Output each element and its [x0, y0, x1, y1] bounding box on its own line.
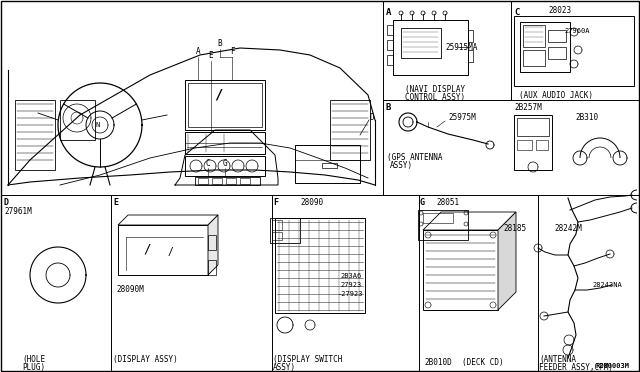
Text: E: E — [113, 198, 118, 207]
Bar — [517, 118, 549, 136]
Text: 27923: 27923 — [340, 282, 361, 288]
Text: FEEDER ASSY,CPM): FEEDER ASSY,CPM) — [539, 363, 613, 372]
Bar — [295, 145, 360, 183]
Text: (DECK CD): (DECK CD) — [462, 358, 504, 367]
Text: 28090: 28090 — [300, 198, 323, 207]
Text: (HOLE: (HOLE — [22, 355, 45, 364]
Polygon shape — [118, 215, 218, 225]
Bar — [387, 55, 393, 65]
Text: G: G — [420, 198, 425, 207]
Text: (ANTENNA: (ANTENNA — [539, 355, 576, 364]
Bar — [523, 25, 545, 47]
Bar — [523, 50, 545, 66]
Bar — [185, 132, 265, 154]
Text: 28090M: 28090M — [116, 285, 144, 294]
Text: /: / — [168, 247, 174, 257]
Bar — [401, 28, 441, 58]
Text: D: D — [4, 198, 9, 207]
Bar — [423, 213, 453, 223]
Text: A: A — [386, 8, 392, 17]
Bar — [387, 40, 393, 50]
Bar — [208, 235, 216, 250]
Text: /: / — [143, 243, 150, 256]
Text: -27923: -27923 — [338, 291, 364, 297]
Polygon shape — [498, 212, 516, 310]
Bar — [387, 25, 393, 35]
Text: 28242M: 28242M — [554, 224, 582, 233]
Text: 28023: 28023 — [548, 6, 571, 15]
Bar — [198, 178, 208, 184]
Bar — [185, 80, 265, 130]
Text: ASSY): ASSY) — [390, 161, 413, 170]
Polygon shape — [423, 212, 516, 230]
Text: PLUG): PLUG) — [22, 363, 45, 372]
Bar — [393, 20, 468, 75]
Text: R280003M: R280003M — [596, 363, 630, 369]
Bar — [188, 83, 262, 127]
Bar — [548, 30, 566, 42]
Bar — [520, 22, 570, 72]
Text: F: F — [230, 47, 234, 56]
Text: ASSY): ASSY) — [273, 363, 296, 372]
Text: 28243NA: 28243NA — [592, 282, 621, 288]
Text: 2B310: 2B310 — [575, 113, 598, 122]
Bar — [468, 30, 473, 42]
Bar — [517, 140, 532, 150]
Text: B: B — [218, 39, 222, 48]
Bar — [514, 16, 634, 86]
Bar — [536, 140, 548, 150]
Text: B: B — [386, 103, 392, 112]
Bar — [212, 178, 222, 184]
Bar — [208, 260, 216, 275]
Text: /: / — [214, 88, 222, 102]
Bar — [423, 230, 498, 310]
Bar — [195, 177, 260, 185]
Text: (AUX AUDIO JACK): (AUX AUDIO JACK) — [519, 91, 593, 100]
Text: 2B3A6: 2B3A6 — [340, 273, 361, 279]
Bar — [272, 232, 282, 240]
Text: G: G — [223, 159, 227, 168]
Bar — [226, 178, 236, 184]
Text: (DISPLAY ASSY): (DISPLAY ASSY) — [113, 355, 178, 364]
Text: A: A — [196, 47, 200, 56]
Bar — [548, 47, 566, 59]
Bar — [322, 163, 337, 168]
Text: 2B010D: 2B010D — [424, 358, 452, 367]
Bar — [270, 218, 300, 243]
Text: 28051: 28051 — [436, 198, 459, 207]
Bar — [272, 220, 282, 230]
Bar — [15, 100, 55, 170]
Text: (NAVI DISPLAY: (NAVI DISPLAY — [405, 85, 465, 94]
Bar — [275, 218, 365, 313]
Text: 2B257M: 2B257M — [514, 103, 541, 112]
Text: (GPS ANTENNA: (GPS ANTENNA — [387, 153, 442, 162]
Bar — [240, 178, 250, 184]
Text: C: C — [205, 159, 211, 168]
Text: C: C — [514, 8, 520, 17]
Polygon shape — [208, 215, 218, 275]
Text: 28185: 28185 — [503, 224, 526, 233]
Text: CONTROL ASSY): CONTROL ASSY) — [405, 93, 465, 102]
Bar — [118, 225, 208, 275]
Bar — [60, 100, 95, 140]
Text: 25915MA: 25915MA — [445, 42, 478, 51]
Bar — [418, 210, 468, 240]
Text: (DISPLAY SWITCH: (DISPLAY SWITCH — [273, 355, 342, 364]
Bar — [330, 100, 370, 160]
Text: F: F — [273, 198, 278, 207]
Text: 25975M: 25975M — [448, 113, 476, 122]
Text: 27960A: 27960A — [564, 28, 590, 34]
Text: 27961M: 27961M — [4, 207, 32, 216]
Text: E: E — [209, 51, 213, 60]
Text: D: D — [370, 113, 374, 122]
Bar — [185, 156, 265, 176]
Text: N: N — [96, 122, 100, 128]
Bar — [514, 115, 552, 170]
Bar — [468, 50, 473, 62]
